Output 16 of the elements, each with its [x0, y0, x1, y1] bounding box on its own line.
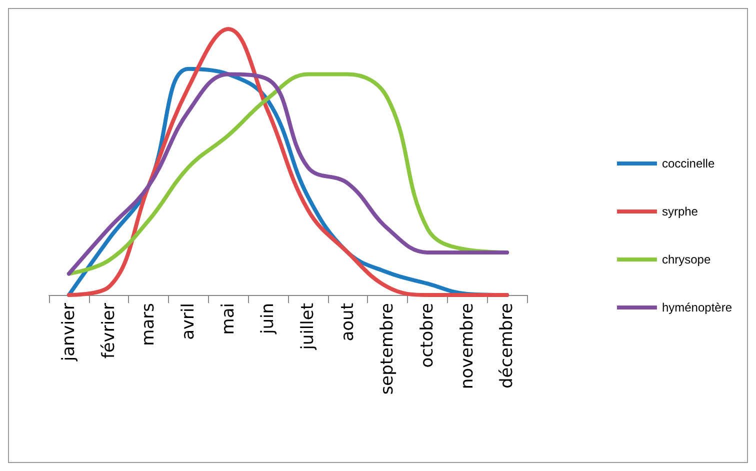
- x-tick-label: septembre: [378, 303, 398, 395]
- x-tick-label: juin: [258, 303, 278, 335]
- legend-label: hyménoptère: [662, 300, 732, 314]
- x-tick-label: mars: [138, 302, 159, 346]
- x-tick-label: mai: [218, 303, 238, 335]
- legend-label: coccinelle: [662, 156, 715, 170]
- legend-label: syrphe: [662, 204, 698, 218]
- legend-label: chrysope: [662, 252, 711, 266]
- x-tick-label: décembre: [497, 303, 518, 388]
- x-tick-label: octobre: [417, 303, 438, 368]
- x-tick-label: février: [98, 302, 119, 359]
- x-tick-label: avril: [178, 303, 198, 340]
- x-tick-label: aout: [338, 302, 358, 342]
- x-tick-label: novembre: [457, 303, 478, 390]
- x-tick-label: janvier: [58, 303, 79, 362]
- x-tick-label: juillet: [298, 302, 318, 351]
